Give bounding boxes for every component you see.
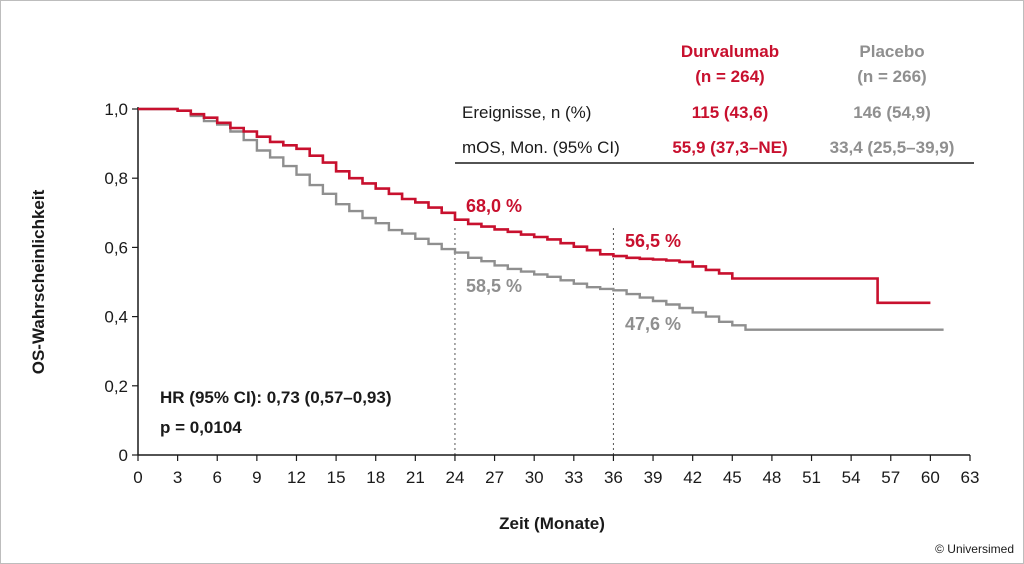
x-tick-label: 51 — [802, 468, 821, 487]
durvalumab-24m-label: 68,0 % — [466, 196, 522, 216]
x-tick-label: 18 — [366, 468, 385, 487]
events-placebo: 146 (54,9) — [853, 103, 931, 122]
x-tick-label: 57 — [881, 468, 900, 487]
x-tick-label: 63 — [961, 468, 980, 487]
x-tick-label: 48 — [762, 468, 781, 487]
survival-curves — [138, 107, 944, 331]
y-tick-label: 0 — [119, 446, 128, 465]
x-tick-label: 6 — [213, 468, 222, 487]
p-value: p = 0,0104 — [160, 418, 242, 437]
y-tick-label: 0,6 — [104, 238, 128, 257]
durvalumab-curve — [138, 107, 931, 305]
durvalumab-header: Durvalumab — [681, 42, 779, 61]
x-tick-label: 12 — [287, 468, 306, 487]
x-tick-label: 21 — [406, 468, 425, 487]
y-tick-label: 0,4 — [104, 308, 128, 327]
x-tick-label: 60 — [921, 468, 940, 487]
events-label: Ereignisse, n (%) — [462, 103, 591, 122]
events-durvalumab: 115 (43,6) — [692, 103, 769, 122]
y-tick-label: 1,0 — [104, 100, 128, 119]
y-tick-label: 0,2 — [104, 377, 128, 396]
x-axis-label: Zeit (Monate) — [499, 514, 605, 533]
mos-label: mOS, Mon. (95% CI) — [462, 138, 620, 157]
x-tick-label: 36 — [604, 468, 623, 487]
placebo-n: (n = 266) — [857, 67, 926, 86]
x-tick-label: 24 — [445, 468, 464, 487]
landmark-lines — [454, 226, 614, 455]
placebo-header: Placebo — [859, 42, 924, 61]
durvalumab-36m-label: 56,5 % — [625, 231, 681, 251]
x-tick-label: 42 — [683, 468, 702, 487]
x-tick-label: 45 — [723, 468, 742, 487]
x-tick-label: 30 — [525, 468, 544, 487]
y-axis-ticks: 0 0,2 0,4 0,6 0,8 1,0 — [104, 100, 138, 465]
durvalumab-n: (n = 264) — [695, 67, 764, 86]
x-axis-ticks: 0 3 6 9 12 15 18 21 24 27 30 33 36 39 42 45 48 51 54 57 60 63 — [133, 455, 979, 487]
y-axis-label: OS-Wahrscheinlichkeit — [29, 189, 48, 374]
placebo-curve — [138, 107, 944, 331]
x-tick-label: 33 — [564, 468, 583, 487]
y-tick-label: 0,8 — [104, 169, 128, 188]
mos-durvalumab: 55,9 (37,3–NE) — [672, 138, 787, 157]
x-tick-label: 15 — [327, 468, 346, 487]
hazard-ratio: HR (95% CI): 0,73 (0,57–0,93) — [160, 388, 392, 407]
axes — [137, 107, 970, 456]
copyright: © Universimed — [935, 542, 1014, 556]
x-tick-label: 0 — [133, 468, 142, 487]
placebo-36m-label: 47,6 % — [625, 314, 681, 334]
x-tick-label: 54 — [842, 468, 861, 487]
mos-placebo: 33,4 (25,5–39,9) — [830, 138, 955, 157]
x-tick-label: 9 — [252, 468, 261, 487]
x-tick-label: 3 — [173, 468, 182, 487]
x-tick-label: 39 — [644, 468, 663, 487]
placebo-24m-label: 58,5 % — [466, 276, 522, 296]
x-tick-label: 27 — [485, 468, 504, 487]
